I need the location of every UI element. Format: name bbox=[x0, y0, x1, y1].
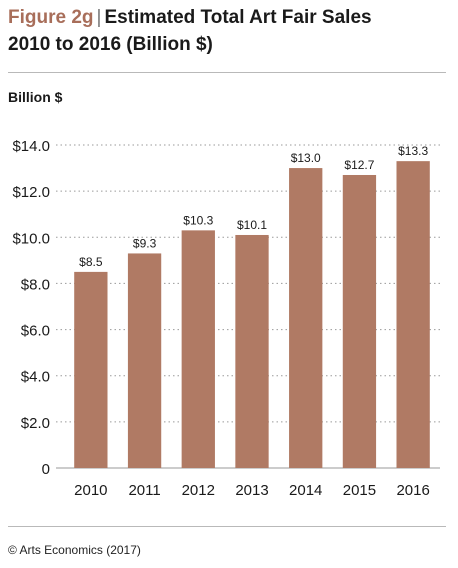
bar bbox=[396, 161, 430, 468]
x-tick-label: 2015 bbox=[343, 482, 376, 499]
title-line-1: Figure 2g | Estimated Total Art Fair Sales bbox=[8, 4, 448, 31]
y-tick-label: $4.0 bbox=[21, 369, 50, 386]
bar bbox=[342, 174, 377, 468]
bar-value-label: $8.5 bbox=[79, 255, 103, 269]
bottom-divider bbox=[8, 526, 446, 527]
y-tick-label: $14.0 bbox=[12, 138, 50, 155]
x-tick-label: 2012 bbox=[182, 482, 215, 499]
x-tick-label: 2011 bbox=[128, 482, 160, 499]
chart-header: Figure 2g | Estimated Total Art Fair Sales… bbox=[8, 4, 448, 58]
y-tick-label: $2.0 bbox=[21, 415, 50, 432]
bar bbox=[289, 168, 323, 469]
source-note: © Arts Economics (2017) bbox=[8, 543, 141, 557]
chart-title: Estimated Total Art Fair Sales bbox=[104, 7, 372, 28]
bar-value-label: $9.3 bbox=[133, 236, 157, 250]
x-tick-label: 2016 bbox=[396, 482, 429, 499]
y-tick-label: 0 bbox=[42, 461, 50, 478]
x-tick-label: 2013 bbox=[235, 482, 268, 499]
y-tick-label: $10.0 bbox=[12, 230, 50, 247]
x-tick-label: 2014 bbox=[289, 482, 322, 499]
bar bbox=[127, 253, 162, 468]
bar bbox=[235, 234, 269, 468]
x-tick-label: 2010 bbox=[74, 482, 107, 499]
unit-label: Billion $ bbox=[8, 89, 63, 105]
bar bbox=[74, 271, 108, 468]
chart-subtitle: 2010 to 2016 (Billion $) bbox=[8, 34, 213, 55]
top-divider bbox=[8, 72, 446, 73]
figure-label: Figure 2g bbox=[8, 7, 94, 28]
bar bbox=[181, 230, 215, 468]
y-tick-label: $12.0 bbox=[12, 184, 50, 201]
y-tick-label: $6.0 bbox=[21, 323, 50, 340]
bar-value-label: $13.3 bbox=[398, 144, 428, 158]
bar-value-label: $10.3 bbox=[183, 213, 213, 227]
title-separator: | bbox=[96, 7, 102, 28]
bar-value-label: $10.1 bbox=[237, 218, 267, 232]
y-tick-label: $8.0 bbox=[21, 276, 50, 293]
bar-value-label: $12.7 bbox=[344, 158, 374, 172]
bar-value-label: $13.0 bbox=[291, 151, 321, 165]
